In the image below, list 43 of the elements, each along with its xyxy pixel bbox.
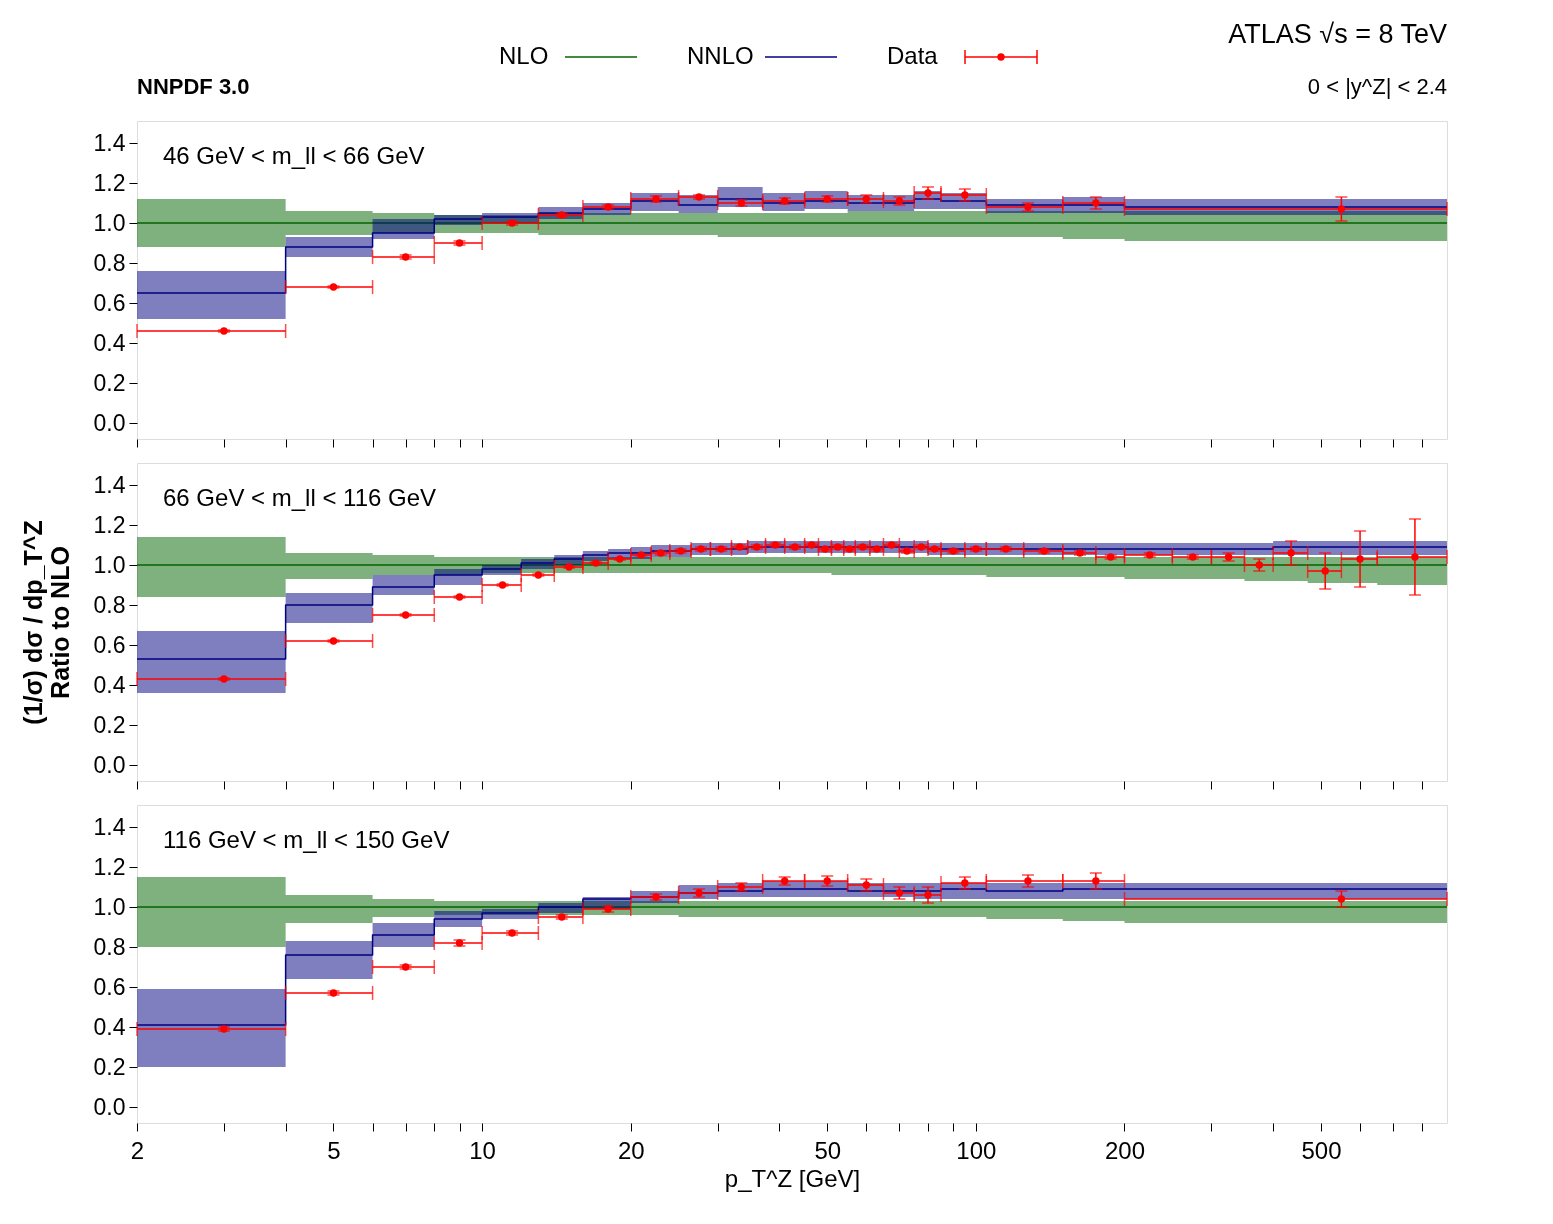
y-tick-label: 0.2 <box>93 1053 126 1080</box>
annotation: 66 GeV < m_ll < 116 GeV <box>163 484 437 511</box>
y-tick-label: 1.4 <box>93 129 126 156</box>
x-tick-label: 5 <box>327 1136 341 1164</box>
y-tick-label: 0.0 <box>93 751 126 778</box>
legend-label: NNLO <box>687 42 754 69</box>
text: 0 < |y^Z| < 2.4 <box>1307 74 1447 99</box>
x-tick-label: 500 <box>1301 1136 1342 1164</box>
x-tick-label: 50 <box>814 1136 842 1164</box>
x-tick-label: 200 <box>1104 1136 1146 1164</box>
y-tick-label: 0.6 <box>93 289 126 316</box>
y-tick-label: 0.6 <box>93 973 126 1000</box>
y-tick-label: 0.6 <box>93 631 126 658</box>
y-axis-title: (1/σ) dσ / dp_T^Z Ratio to NLO <box>18 520 74 725</box>
annotation: 46 GeV < m_ll < 66 GeV <box>163 142 425 169</box>
y-tick-label: 0.8 <box>93 933 126 960</box>
y-tick-label: 1.2 <box>93 853 126 880</box>
y-tick-label: 1.0 <box>93 209 126 236</box>
y-tick-label: 0.2 <box>93 711 126 738</box>
y-tick-label: 1.0 <box>93 893 126 920</box>
y-tick-label: 0.4 <box>93 329 126 356</box>
x-tick-label: 20 <box>617 1136 645 1164</box>
y-tick-label: 0.0 <box>93 409 126 436</box>
x-axis-title: p_T^Z [GeV] <box>724 1164 861 1192</box>
legend-label: NLO <box>499 42 549 69</box>
y-tick-label: 0.4 <box>93 1013 126 1040</box>
x-tick-label: 2 <box>130 1136 145 1164</box>
y-tick-label: 0.4 <box>93 671 126 698</box>
text: ATLAS √s = 8 TeV <box>1228 19 1447 49</box>
text: NNPDF 3.0 <box>137 74 250 99</box>
x-tick-label: 10 <box>469 1136 496 1164</box>
y-tick-label: 0.8 <box>93 591 126 618</box>
y-tick-label: 1.4 <box>93 813 126 840</box>
y-tick-label: 0.8 <box>93 249 126 276</box>
annotation: 116 GeV < m_ll < 150 GeV <box>163 826 450 853</box>
legend-label: Data <box>887 42 939 69</box>
y-tick-label: 1.0 <box>93 551 126 578</box>
y-tick-label: 1.2 <box>93 511 126 538</box>
y-tick-label: 0.2 <box>93 369 126 396</box>
x-tick-label: 100 <box>956 1136 997 1164</box>
y-tick-label: 1.2 <box>93 169 126 196</box>
y-tick-label: 0.0 <box>93 1093 126 1120</box>
y-tick-label: 1.4 <box>93 471 126 498</box>
